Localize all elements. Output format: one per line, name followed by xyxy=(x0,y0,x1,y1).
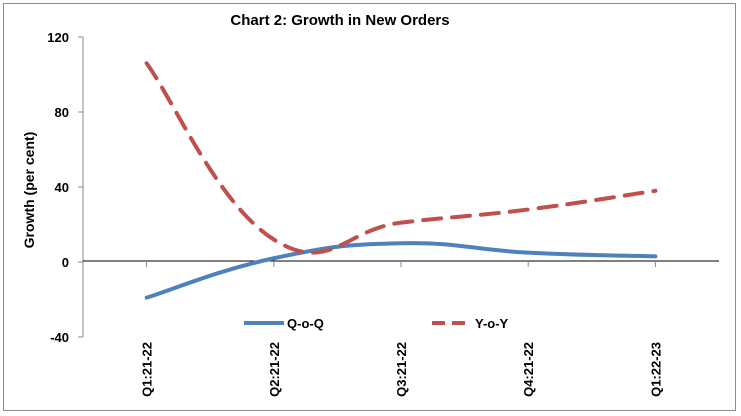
x-tick-label: Q3:21-22 xyxy=(394,342,409,397)
legend: Q-o-Q Y-o-Y xyxy=(244,316,509,331)
chart-title: Chart 2: Growth in New Orders xyxy=(230,12,449,29)
y-tick-label: 120 xyxy=(47,30,69,45)
legend-label: Q-o-Q xyxy=(287,316,324,331)
x-tick-label: Q1:22-23 xyxy=(648,342,663,397)
y-tick-label: -40 xyxy=(50,330,69,345)
series-layer xyxy=(144,61,658,300)
y-ticks-group: -40 0 40 80 120 xyxy=(47,30,83,345)
y-tick-label: 40 xyxy=(55,180,69,195)
series-line-q-o-q xyxy=(144,241,658,300)
chart-frame: Chart 2: Growth in New Orders Growth (pe… xyxy=(3,3,736,411)
legend-label: Y-o-Y xyxy=(475,316,509,331)
chart-svg: Chart 2: Growth in New Orders Growth (pe… xyxy=(21,12,719,397)
y-axis-label: Growth (per cent) xyxy=(21,132,37,249)
x-tick-label: Q1:21-22 xyxy=(140,342,155,397)
y-tick-label: 0 xyxy=(62,255,69,270)
x-tick-label: Q2:21-22 xyxy=(267,342,282,397)
x-ticks-group: Q1:21-22 Q2:21-22 Q3:21-22 Q4:21-22 Q1:22-23 xyxy=(140,262,663,397)
series-line-y-o-y xyxy=(144,61,658,255)
y-tick-label: 80 xyxy=(55,105,69,120)
x-tick-label: Q4:21-22 xyxy=(521,342,536,397)
